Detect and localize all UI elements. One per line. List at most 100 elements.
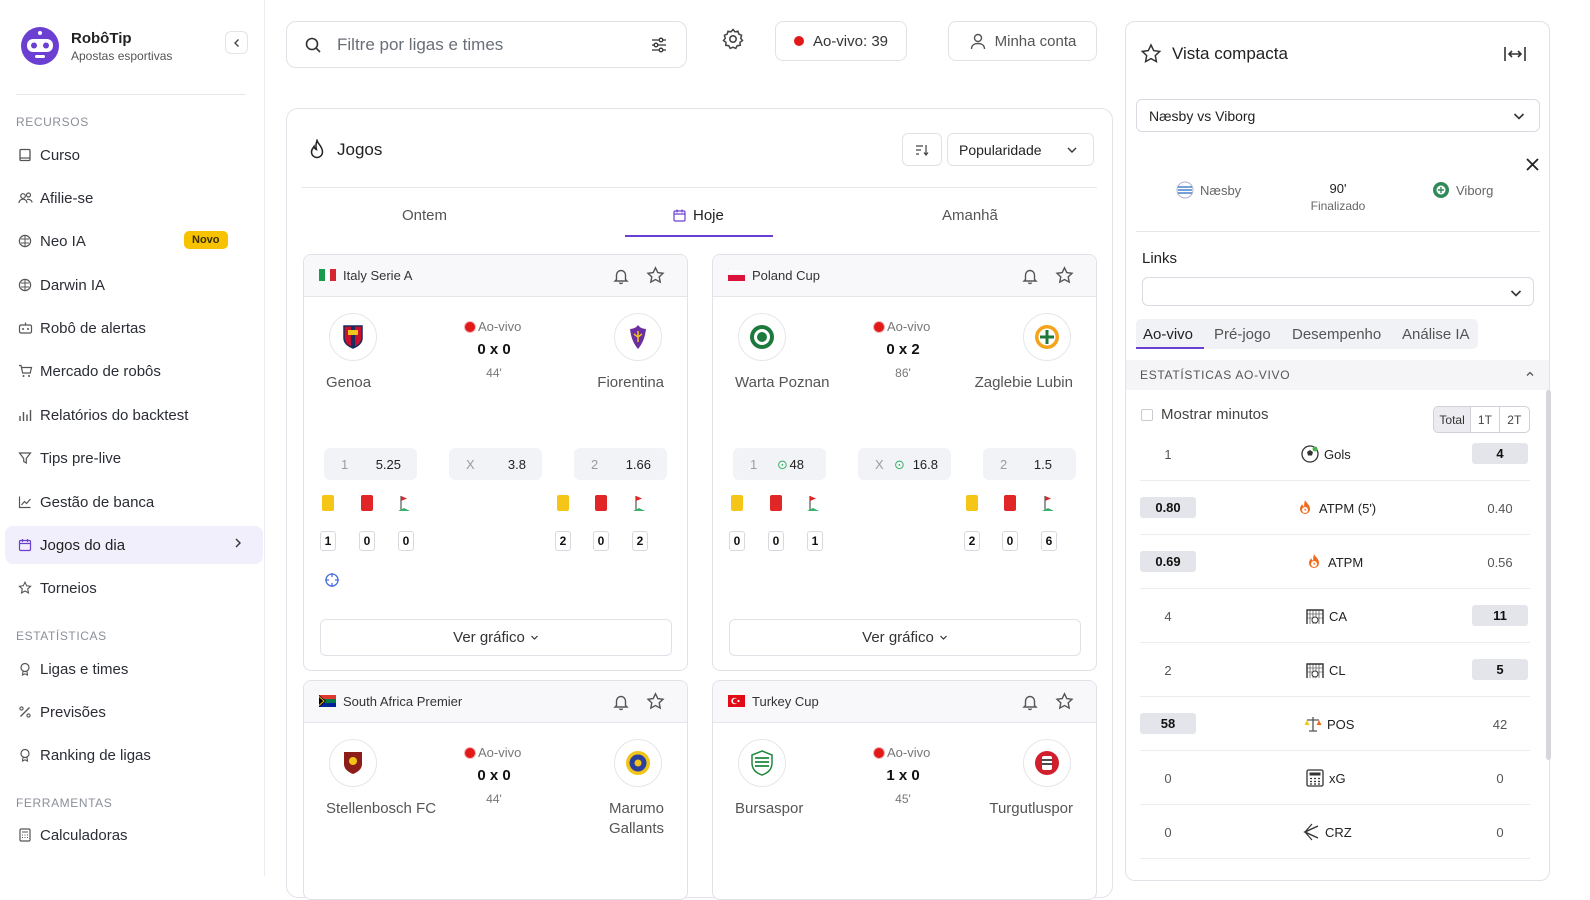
chevron-down-icon: [530, 633, 539, 642]
sidebar-item-label: Gestão de banca: [40, 493, 155, 511]
tab-hoje[interactable]: Hoje: [673, 207, 724, 224]
sidebar-item-torneios[interactable]: Torneios: [5, 569, 263, 607]
compact-view-panel: Vista compacta Næsby vs Viborg Næsby 90'…: [1125, 21, 1550, 881]
match-card: South Africa Premier Stellenbosch FC Ao-…: [303, 680, 688, 900]
bell-icon[interactable]: [612, 693, 630, 711]
odd-away[interactable]: 2 1.66: [574, 448, 667, 480]
sidebar-item-ranking-de-ligas[interactable]: Ranking de ligas: [5, 736, 263, 774]
odd-home[interactable]: 1 5.25: [324, 448, 417, 480]
trend-up-icon: ⊙: [777, 457, 788, 472]
away-corner-count: 2: [632, 531, 648, 551]
panel-title-text: Vista compacta: [1172, 44, 1288, 63]
sidebar-item-calculadoras[interactable]: Calculadoras: [5, 816, 263, 854]
sidebar-item-darwin-ia[interactable]: Darwin IA: [5, 266, 263, 304]
scales-icon: [1304, 717, 1322, 732]
star-icon[interactable]: [1055, 266, 1074, 285]
sidebar-item-mercado-de-robos[interactable]: Mercado de robôs: [5, 352, 263, 390]
sidebar-item-robo-de-alertas[interactable]: Robô de alertas: [5, 309, 263, 347]
chevron-left-icon: [233, 38, 239, 47]
sidebar-item-previsoes[interactable]: Previsões: [5, 693, 263, 731]
view-chart-button[interactable]: Ver gráfico: [320, 619, 672, 656]
team-crest-icon: [329, 313, 377, 361]
users-icon: [17, 190, 33, 206]
away-team-name[interactable]: Turgutluspor: [989, 800, 1073, 817]
stats-section-header[interactable]: ESTATÍSTICAS AO-VIVO: [1126, 360, 1549, 390]
league-name: Turkey Cup: [752, 694, 819, 709]
stat-label: CRZ: [1301, 822, 1352, 842]
period-total[interactable]: Total: [1434, 407, 1472, 432]
sidebar-item-relatorios-do-backtest[interactable]: Relatórios do backtest: [5, 396, 263, 434]
period-selector: Total 1T 2T: [1433, 406, 1530, 433]
sort-select[interactable]: Popularidade: [947, 133, 1094, 166]
sidebar-item-afilie-se[interactable]: Afilie-se: [5, 179, 263, 217]
home-team-name[interactable]: Genoa: [326, 374, 372, 391]
home-team-name[interactable]: Stellenbosch FC: [326, 800, 437, 817]
sidebar-item-ligas-e-times[interactable]: Ligas e times: [5, 650, 263, 688]
brand[interactable]: RobôTip Apostas esportivas: [20, 26, 250, 70]
stat-row: 0.69 ATPM 0.56: [1140, 535, 1530, 589]
search-input[interactable]: [337, 33, 637, 57]
away-team-name[interactable]: Marumo Gallants: [608, 800, 664, 837]
view-chart-button[interactable]: Ver gráfico: [729, 619, 1081, 656]
tab-desempenho[interactable]: Desempenho: [1292, 326, 1382, 343]
home-team[interactable]: Næsby: [1176, 181, 1241, 199]
star-icon[interactable]: [646, 266, 665, 285]
odd-away[interactable]: 2 1.5: [983, 448, 1076, 480]
sidebar-item-curso[interactable]: Curso: [5, 136, 263, 174]
home-team-name[interactable]: Bursaspor: [735, 800, 804, 817]
tab-pre-jogo[interactable]: Pré-jogo: [1214, 326, 1271, 343]
award-icon: [17, 747, 33, 763]
links-select[interactable]: [1142, 277, 1534, 306]
away-team-name[interactable]: Fiorentina: [597, 374, 664, 391]
show-minutes-checkbox[interactable]: [1141, 408, 1153, 421]
divider: [1136, 231, 1540, 232]
bell-icon[interactable]: [1021, 693, 1039, 711]
home-yellow-count: 1: [320, 531, 336, 551]
bell-icon[interactable]: [612, 267, 630, 285]
brand-subtitle: Apostas esportivas: [71, 49, 173, 63]
away-team[interactable]: Viborg: [1432, 181, 1493, 199]
tab-label: Hoje: [693, 207, 724, 224]
account-button[interactable]: Minha conta: [948, 21, 1097, 61]
settings-gear-icon[interactable]: [721, 27, 745, 51]
sidebar-item-jogos-do-dia[interactable]: Jogos do dia: [5, 526, 263, 564]
yellow-card-icon: [731, 495, 743, 511]
tab-analise-ia[interactable]: Análise IA: [1402, 326, 1470, 343]
tab-ontem[interactable]: Ontem: [402, 207, 448, 224]
away-team-name[interactable]: Zaglebie Lubin: [974, 374, 1073, 391]
bell-icon[interactable]: [1021, 267, 1039, 285]
tab-amanha[interactable]: Amanhã: [942, 207, 998, 224]
odd-label: 1: [341, 457, 349, 472]
sidebar-item-tips-pre-live[interactable]: Tips pre-live: [5, 439, 263, 477]
sort-order-button[interactable]: [902, 133, 942, 166]
robot-logo-icon: [20, 26, 60, 66]
sidebar-item-neo-ia[interactable]: Neo IA Novo: [5, 222, 263, 260]
live-games-button[interactable]: Ao-vivo: 39: [775, 21, 907, 61]
expand-width-icon[interactable]: [1503, 46, 1527, 62]
home-stat-value: 0: [1164, 771, 1172, 786]
user-icon: [969, 32, 987, 50]
crosshair-icon[interactable]: [324, 572, 340, 588]
odd-value: 1.66: [625, 457, 651, 472]
collapse-sidebar-button[interactable]: [225, 31, 248, 54]
sliders-icon[interactable]: [651, 37, 667, 53]
home-team-name[interactable]: Warta Poznan: [735, 374, 830, 391]
panel-scrollbar[interactable]: [1546, 390, 1551, 760]
match-select[interactable]: Næsby vs Viborg: [1136, 99, 1540, 132]
close-icon[interactable]: [1525, 157, 1540, 172]
odd-label: 1: [750, 457, 758, 472]
star-icon[interactable]: [1055, 692, 1074, 711]
period-2t[interactable]: 2T: [1507, 412, 1522, 427]
star-icon[interactable]: [646, 692, 665, 711]
tab-ao-vivo[interactable]: Ao-vivo: [1143, 326, 1194, 343]
show-minutes-toggle[interactable]: Mostrar minutos: [1141, 406, 1269, 423]
odd-draw[interactable]: X 3.8: [449, 448, 542, 480]
sidebar-item-gestao-de-banca[interactable]: Gestão de banca: [5, 483, 263, 521]
odd-home[interactable]: 1 ⊙ 48: [733, 448, 826, 480]
home-stat-value: 0: [1164, 825, 1172, 840]
stat-row: 0 xG 0: [1140, 751, 1530, 805]
period-1t[interactable]: 1T: [1471, 407, 1500, 432]
match-minute: 90': [1329, 181, 1347, 196]
stat-label: Gols: [1300, 444, 1351, 464]
odd-draw[interactable]: X ⊙ 16.8: [858, 448, 951, 480]
